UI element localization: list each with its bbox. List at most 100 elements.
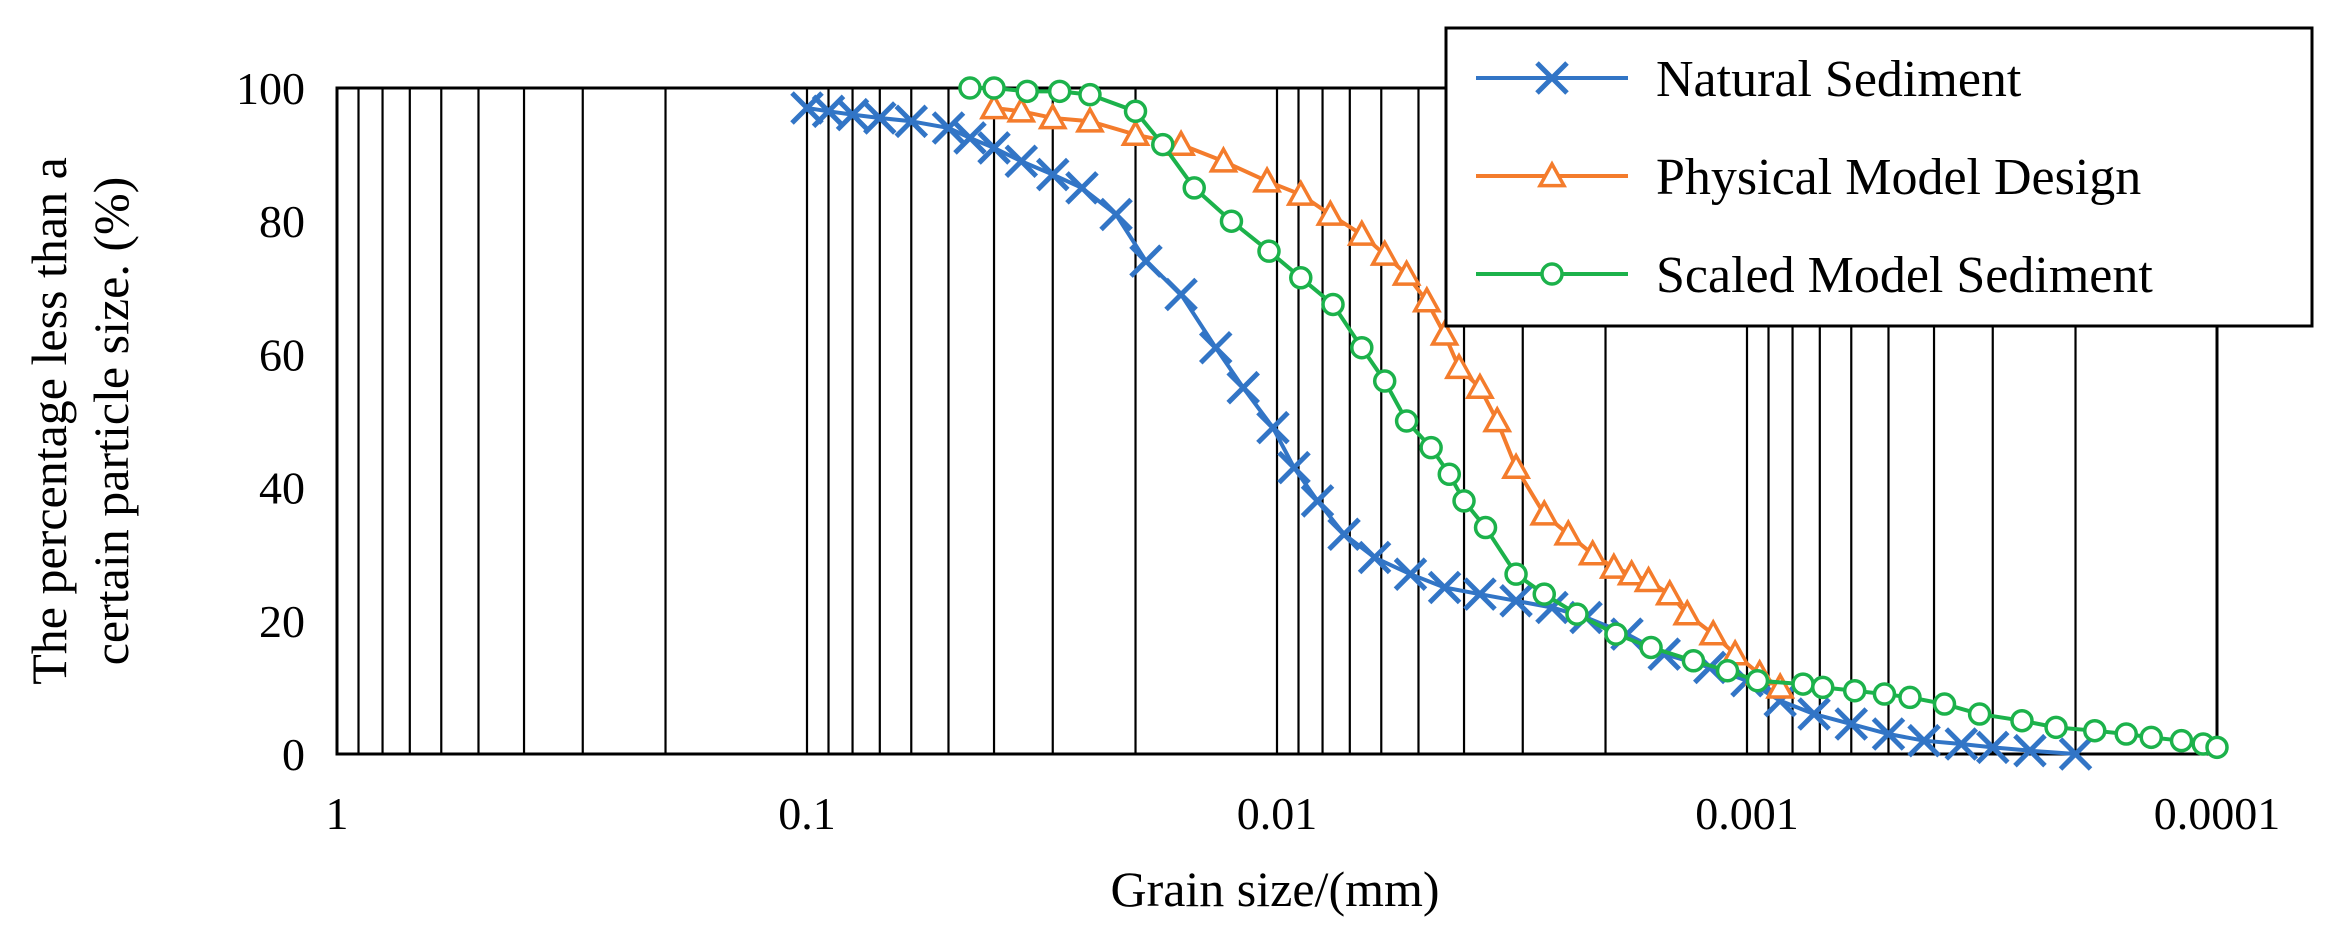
y-axis-title-line-2: certain particle size. (%) [83,177,139,666]
data-point [1482,405,1513,433]
data-point [863,101,897,135]
y-axis-title-line-1: The percentage less than a [21,157,77,685]
data-point [1315,198,1346,226]
data-point [1129,244,1163,278]
data-point [1654,578,1685,606]
data-point [1639,635,1663,660]
data-point [1698,618,1729,646]
y-tick-label: 80 [259,196,305,247]
data-point [1252,165,1283,193]
data-point [1898,685,1922,710]
legend-label: Natural Sediment [1656,51,2022,108]
x-tick-label: 1 [326,788,349,839]
data-point [1715,659,1740,683]
legend-label: Physical Model Design [1656,149,2141,206]
data-point [1004,144,1039,179]
data-point [1226,370,1260,405]
data-point [1565,602,1589,626]
data-point [2044,715,2068,740]
x-tick-label: 0.1 [778,788,836,839]
data-point [982,76,1006,100]
tick-labels: 1 0.1 0.01 0.001 0.0001 0 20 40 60 80 100 [236,63,2280,839]
vertical-grid-lines [357,88,2219,754]
y-tick-label: 20 [259,596,305,647]
data-point [1357,540,1392,575]
x-tick-label: 0.01 [1237,788,1318,839]
data-point [1810,675,1835,700]
series [958,76,2229,760]
data-point [1257,239,1281,263]
data-point [977,131,1011,165]
data-point [1393,557,1428,591]
y-tick-label: 40 [259,463,305,514]
data-point [1504,562,1528,586]
data-point [1842,678,1867,703]
data-point [1444,352,1474,380]
data-point [835,97,870,132]
x-tick-label: 0.001 [1695,788,1799,839]
data-point [1300,484,1335,518]
data-point [1871,717,1906,751]
data-point [1765,671,1796,699]
series [790,91,2093,771]
y-tick-label: 0 [282,729,305,780]
data-point [1797,697,1831,731]
x-axis-title: Grain size/(mm) [1110,861,1439,917]
data-point [2169,728,2194,753]
data-point [1164,277,1198,312]
data-point [979,92,1010,120]
data-point [1037,102,1068,130]
x-tick-label: 0.0001 [2154,788,2281,839]
series-line [806,106,2076,756]
legend-entry: Scaled Model Sediment [1476,247,2153,304]
data-point [1944,727,1979,761]
legend-entry: Natural Sediment [1476,51,2022,108]
data-point [1681,649,1706,673]
data-point [1391,258,1422,286]
data-point [931,111,966,145]
data-point [1463,577,1497,611]
data-point [2058,737,2093,771]
data-point [1198,330,1233,365]
data-point [1182,176,1206,200]
data-point [2083,718,2107,743]
y-axis-title: The percentage less than a certain parti… [21,157,139,685]
data-point [1065,171,1099,205]
data-point [958,76,982,100]
data-point [1369,238,1400,266]
data-point [1834,707,1869,741]
data-point [1074,105,1105,133]
data-point [1967,702,1992,726]
y-tick-label: 100 [236,63,305,114]
data-point [2139,725,2164,750]
data-point [1553,518,1584,546]
data-point [1099,197,1133,232]
data-point [1791,672,1815,696]
data-point [1633,565,1664,593]
data-point [1535,61,1569,95]
data-point [1499,584,1533,618]
data-point [953,121,987,155]
data-point [1285,178,1316,206]
data-point [1208,145,1239,173]
data-point [1452,489,1476,513]
data-point [1419,435,1443,460]
data-point [1346,218,1377,246]
data-point [1616,558,1647,586]
data-point [1577,538,1608,566]
legend-entries: Natural Sediment Physical Model Design Sca… [1476,51,2153,304]
data-point [1411,285,1442,313]
legend-entry: Physical Model Design [1476,149,2141,206]
data-point [1006,95,1037,123]
data-point [1394,409,1419,433]
data-point [1427,570,1462,605]
data-point [1120,119,1151,146]
data-point [1151,132,1175,157]
data-point [1429,318,1460,346]
data-point [1350,335,1374,360]
data-point [1078,82,1102,107]
data-point [1123,99,1148,124]
data-point [1256,410,1290,445]
data-point [1372,369,1397,393]
